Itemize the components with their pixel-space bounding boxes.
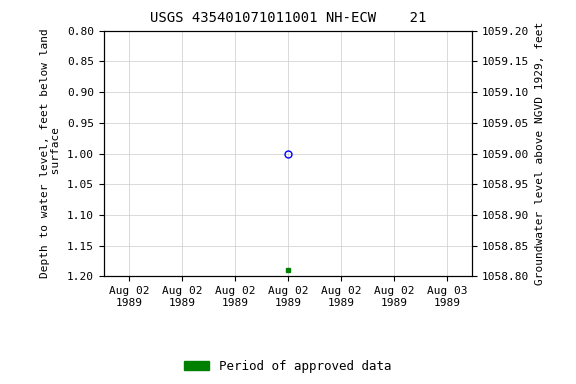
Legend: Period of approved data: Period of approved data [179, 355, 397, 378]
Title: USGS 435401071011001 NH-ECW    21: USGS 435401071011001 NH-ECW 21 [150, 12, 426, 25]
Y-axis label: Groundwater level above NGVD 1929, feet: Groundwater level above NGVD 1929, feet [535, 22, 545, 285]
Y-axis label: Depth to water level, feet below land
 surface: Depth to water level, feet below land su… [40, 29, 62, 278]
